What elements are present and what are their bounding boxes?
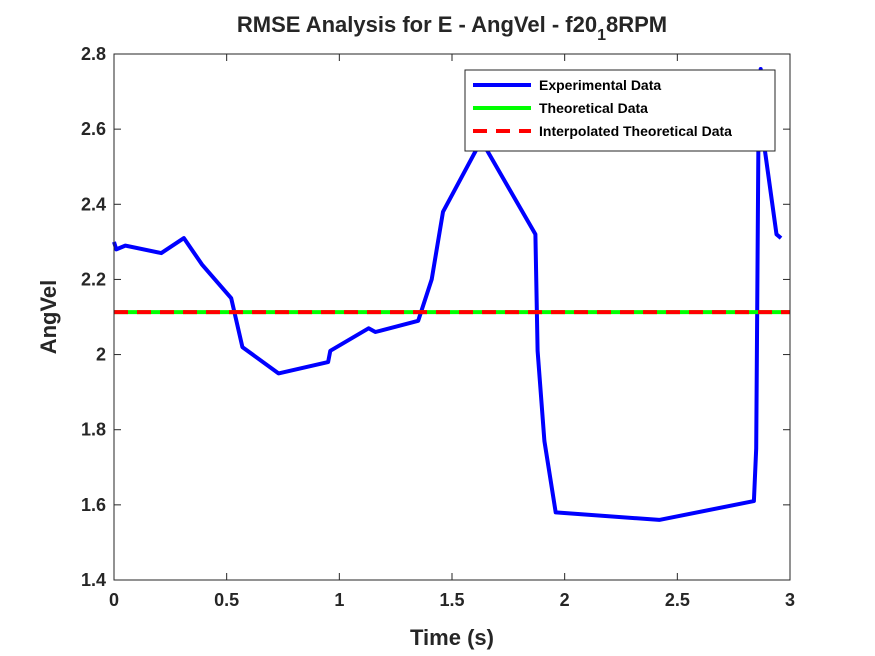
legend-label: Theoretical Data bbox=[539, 100, 648, 116]
legend: Experimental Data Theoretical Data Interpo… bbox=[464, 69, 776, 152]
chart-title-tail: 8RPM bbox=[606, 12, 667, 37]
series-layer bbox=[112, 67, 790, 522]
y-tick-label: 2.6 bbox=[81, 119, 106, 139]
y-tick-label: 1.8 bbox=[81, 420, 106, 440]
y-tick-label: 2.8 bbox=[81, 44, 106, 64]
y-tick-label: 2.4 bbox=[81, 194, 106, 214]
x-axis-label: Time (s) bbox=[410, 625, 494, 650]
x-tick-label: 1 bbox=[334, 590, 344, 610]
legend-label: Experimental Data bbox=[539, 77, 661, 93]
legend-label: Interpolated Theoretical Data bbox=[539, 123, 732, 139]
x-tick-label: 0.5 bbox=[214, 590, 239, 610]
x-tick-label: 0 bbox=[109, 590, 119, 610]
chart-title-subscript: 1 bbox=[597, 27, 606, 44]
x-tick-label: 2 bbox=[560, 590, 570, 610]
y-tick-label: 1.6 bbox=[81, 495, 106, 515]
chart-title: RMSE Analysis for E - AngVel - f2018RPM bbox=[237, 12, 667, 44]
y-tick-label: 1.4 bbox=[81, 570, 106, 590]
y-tick-label: 2.2 bbox=[81, 269, 106, 289]
y-tick-label: 2 bbox=[96, 345, 106, 365]
x-tick-label: 2.5 bbox=[665, 590, 690, 610]
x-tick-label: 3 bbox=[785, 590, 795, 610]
series-line-experimental-data bbox=[112, 67, 783, 522]
x-tick-label: 1.5 bbox=[439, 590, 464, 610]
y-axis-label: AngVel bbox=[36, 280, 61, 355]
x-axis-ticks: 0 0.5 1 1.5 2 2.5 3 bbox=[109, 54, 795, 610]
y-axis-ticks: 1.4 1.6 1.8 2 2.2 2.4 2.6 2.8 bbox=[81, 44, 790, 590]
chart-title-main: RMSE Analysis for E - AngVel - f20 bbox=[237, 12, 597, 37]
